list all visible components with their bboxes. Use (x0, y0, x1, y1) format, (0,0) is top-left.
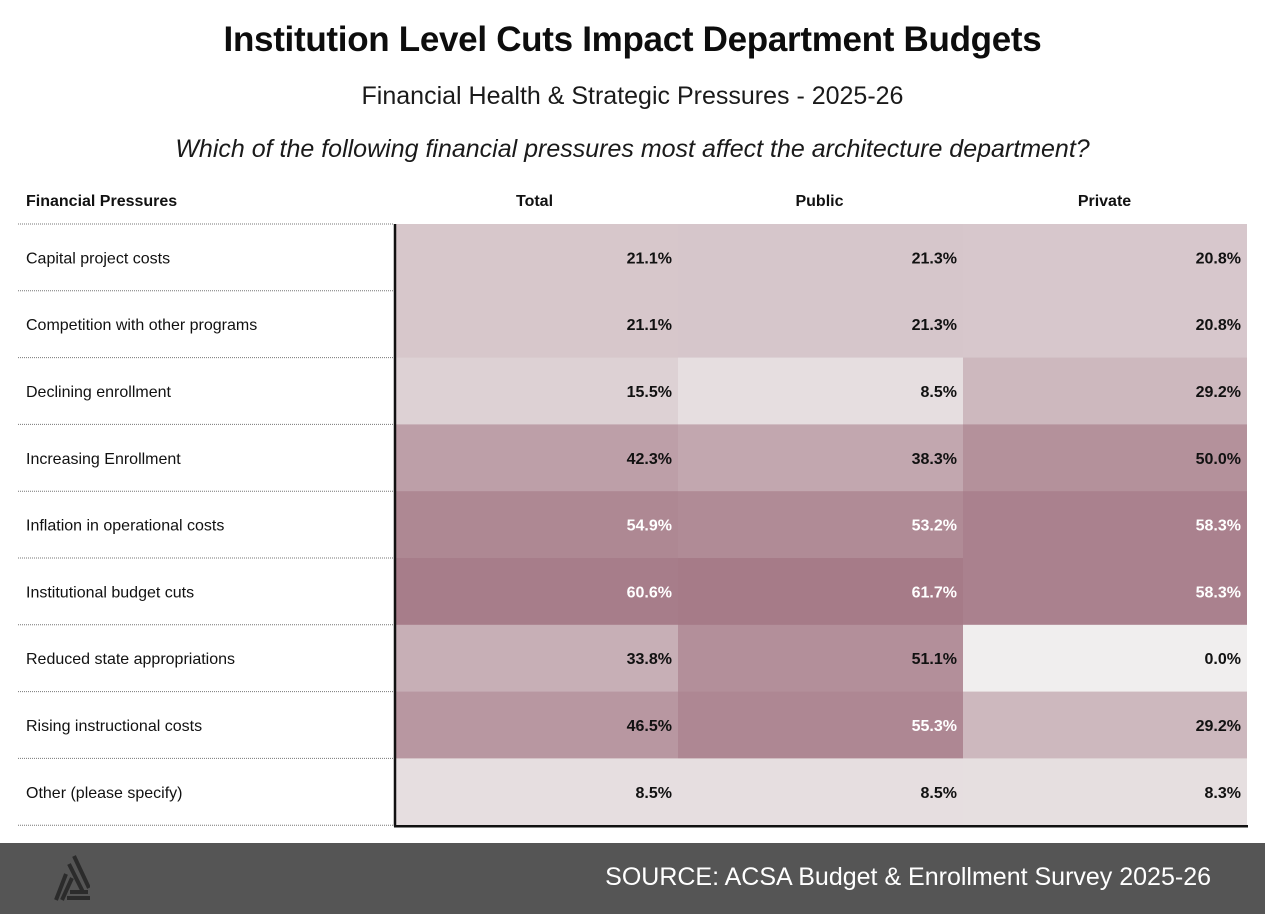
row-label: Other (please specify) (26, 785, 183, 802)
footer-bar: SOURCE: ACSA Budget & Enrollment Survey … (0, 843, 1265, 914)
cell-value-label: 0.0% (1205, 651, 1241, 668)
row-header-financial-pressures: Financial Pressures (26, 193, 178, 210)
source-note: SOURCE: ACSA Budget & Enrollment Survey … (605, 863, 1211, 891)
heatmap-cell (396, 491, 678, 559)
row-label: Increasing Enrollment (26, 451, 181, 468)
row-label: Rising instructional costs (26, 718, 202, 735)
heatmap-cell (963, 691, 1247, 759)
cell-value-label: 61.7% (912, 584, 957, 601)
heatmap-cell (963, 624, 1247, 693)
cell-value-label: 21.1% (627, 317, 672, 334)
row-label: Institutional budget cuts (26, 584, 194, 601)
cell-value-label: 38.3% (912, 451, 957, 468)
cell-value-label: 55.3% (912, 718, 957, 735)
cell-value-label: 54.9% (627, 518, 672, 535)
cell-value-label: 29.2% (1196, 718, 1241, 735)
row-label: Competition with other programs (26, 317, 257, 334)
cell-value-label: 20.8% (1196, 317, 1241, 334)
heatmap-cell (963, 424, 1247, 492)
chart-title: Institution Level Cuts Impact Department… (223, 20, 1042, 59)
heatmap-cell (396, 424, 678, 492)
cell-value-label: 8.5% (921, 384, 957, 401)
heatmap-cell (396, 558, 678, 626)
cell-value-label: 15.5% (627, 384, 672, 401)
acsa-triangle-logo-icon (54, 855, 90, 901)
cell-value-label: 29.2% (1196, 384, 1241, 401)
heatmap-cell (396, 224, 678, 292)
heatmap-cell (396, 691, 678, 759)
heatmap-cell (678, 691, 963, 759)
cell-value-label: 53.2% (912, 518, 957, 535)
column-header-private: Private (1077, 193, 1132, 210)
heatmap-cell (678, 558, 963, 626)
heatmap-cell (678, 424, 963, 492)
cell-value-label: 8.5% (636, 785, 672, 802)
cell-value-label: 8.3% (1205, 785, 1241, 802)
column-header-public: Public (795, 193, 844, 210)
heatmap-cell (678, 357, 963, 425)
heatmap-cell (678, 491, 963, 559)
heatmap-cell (678, 224, 963, 292)
row-label: Inflation in operational costs (26, 518, 224, 535)
heatmap-cell (678, 758, 963, 826)
cell-value-label: 58.3% (1196, 518, 1241, 535)
cell-value-label: 21.3% (912, 250, 957, 267)
row-label: Capital project costs (26, 250, 170, 267)
row-label: Reduced state appropriations (26, 651, 235, 668)
heatmap-cell (963, 224, 1247, 292)
heatmap-cell (396, 624, 678, 693)
cell-value-label: 33.8% (627, 651, 672, 668)
row-label: Declining enrollment (26, 384, 172, 401)
heatmap-cell (963, 357, 1247, 425)
cell-value-label: 21.3% (912, 317, 957, 334)
cell-value-label: 21.1% (627, 250, 672, 267)
heatmap-cell (963, 491, 1247, 559)
column-header-total: Total (515, 193, 554, 210)
cell-value-label: 58.3% (1196, 584, 1241, 601)
cell-value-label: 8.5% (921, 785, 957, 802)
heatmap-cell (678, 290, 963, 359)
heatmap-cell (678, 624, 963, 693)
cell-value-label: 60.6% (627, 584, 672, 601)
cell-value-label: 42.3% (627, 451, 672, 468)
cell-value-label: 20.8% (1196, 250, 1241, 267)
chart-subtitle: Financial Health & Strategic Pressures -… (361, 82, 904, 110)
cell-value-label: 50.0% (1196, 451, 1241, 468)
heatmap-cell (396, 357, 678, 425)
heatmap-cell (963, 290, 1247, 359)
cell-value-label: 51.1% (912, 651, 957, 668)
heatmap-cell (963, 758, 1247, 826)
heatmap-cell (396, 290, 678, 359)
survey-question: Which of the following financial pressur… (175, 135, 1090, 163)
cell-value-label: 46.5% (627, 718, 672, 735)
heatmap-cell (963, 558, 1247, 626)
heatmap-cell (396, 758, 678, 826)
